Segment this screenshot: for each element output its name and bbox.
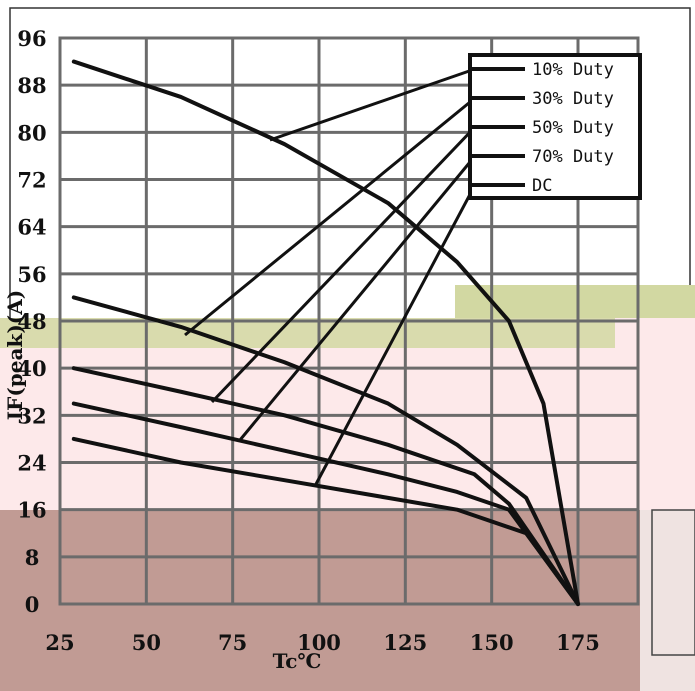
x-tick-100: 100	[297, 630, 341, 655]
curve-layer	[71, 59, 580, 606]
series-line-1	[71, 295, 580, 606]
legend-label-1: 30% Duty	[532, 89, 614, 109]
edge-frame	[651, 509, 695, 656]
legend-label-0: 10% Duty	[532, 60, 614, 80]
x-tick-75: 75	[218, 630, 247, 655]
y-tick-72: 72	[17, 168, 46, 193]
legend-label-3: 70% Duty	[532, 147, 614, 167]
legend-label-4: DC	[532, 176, 552, 196]
y-tick-8: 8	[25, 545, 40, 570]
legend: 10% Duty 30% Duty 50% Duty 70% Duty DC	[468, 53, 642, 200]
x-axis-title: Tc℃	[273, 649, 322, 673]
y-tick-32: 32	[17, 403, 46, 428]
olive-band-right	[455, 285, 695, 318]
y-tick-16: 16	[17, 498, 46, 523]
x-tick-175: 175	[556, 630, 600, 655]
x-tick-125: 125	[383, 630, 427, 655]
series-line-2	[71, 366, 580, 606]
y-tick-0: 0	[25, 592, 40, 617]
series-line-0	[71, 59, 580, 606]
y-tick-labels: 0 8 16 24 32 40 48 56 64 72 80 88 96	[17, 26, 46, 617]
y-tick-80: 80	[17, 120, 46, 145]
legend-leader-0	[269, 67, 476, 142]
rose-band-edge	[640, 510, 695, 691]
x-tick-labels: 25 50 75 100 125 150 175	[45, 630, 600, 655]
y-tick-40: 40	[17, 356, 46, 381]
y-tick-64: 64	[17, 215, 46, 240]
legend-leader-layer	[184, 67, 477, 487]
x-tick-50: 50	[132, 630, 161, 655]
legend-leader-4	[313, 184, 477, 487]
y-tick-88: 88	[17, 73, 46, 98]
x-tick-150: 150	[470, 630, 514, 655]
y-tick-48: 48	[17, 309, 46, 334]
y-axis-title: IF(peak)(A)	[3, 290, 27, 420]
legend-leader-2	[210, 125, 477, 404]
y-tick-24: 24	[17, 451, 46, 476]
series-line-4	[71, 436, 580, 606]
y-tick-96: 96	[17, 26, 46, 51]
y-tick-56: 56	[17, 262, 46, 287]
series-line-3	[71, 401, 580, 606]
x-tick-25: 25	[45, 630, 74, 655]
legend-label-2: 50% Duty	[532, 118, 614, 138]
legend-leader-1	[184, 96, 476, 337]
legend-leader-3	[238, 155, 477, 441]
